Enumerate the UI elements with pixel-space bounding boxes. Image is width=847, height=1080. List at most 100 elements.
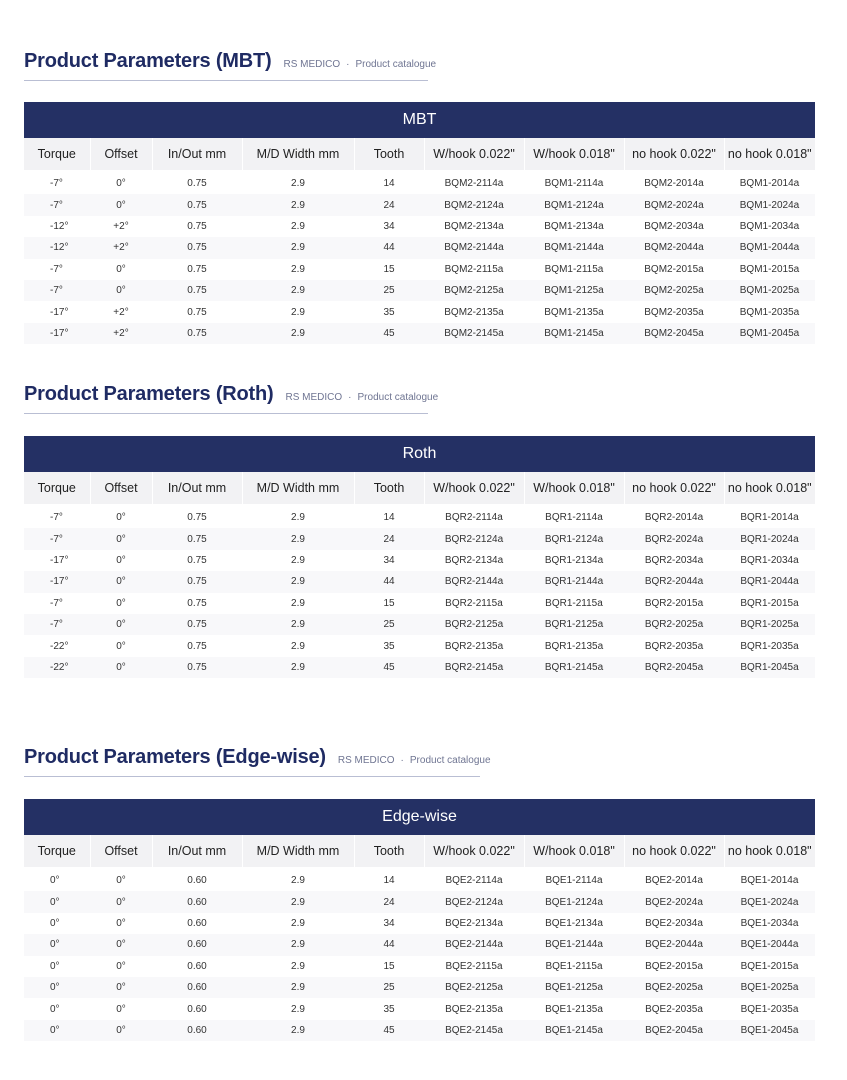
table-cell: BQM1-2035a (739, 306, 800, 318)
table-cell: 44 (354, 237, 424, 259)
table-cell: BQE1-2114a (545, 875, 603, 887)
table-cell: 2.9 (291, 917, 305, 929)
table-cell: BQM1-2015a (739, 263, 800, 275)
table-cell: BQM2-2014a (644, 178, 704, 190)
table-cell: 24 (354, 194, 424, 216)
table-row: 0° 0° 0.60 2.9 34 BQE2-2134a BQE1-2134a BQE2-20… (24, 913, 815, 934)
table-cell: 0° (24, 976, 90, 999)
table-cell: 0° (116, 597, 126, 609)
table-cell: BQM2-2015a (644, 263, 704, 275)
column-header: no hook 0.022" (624, 472, 725, 504)
table-cell: -22° (24, 656, 90, 679)
table-row: -17° +2° 0.75 2.9 45 BQM2-2145a BQM1-2145a BQM2… (24, 322, 815, 345)
brand-name: RS MEDICO (337, 755, 395, 766)
table-cell: -7° (50, 178, 63, 190)
table-cell: 44 (354, 571, 424, 593)
column-header: M/D Width mm (242, 835, 355, 867)
table-cell: BQE2-2014a (645, 875, 703, 887)
table-cell: -17° (24, 571, 90, 593)
table-cell: BQE1-2025a (724, 976, 815, 999)
table-row: -7° 0° 0.75 2.9 25 BQM2-2125a BQM1-2125a BQM2-2… (24, 279, 815, 302)
table-cell: 0.75 (187, 597, 207, 609)
table-cell: BQR1-2125a (524, 613, 624, 636)
table-cell: 0° (24, 1019, 90, 1042)
table-cell: BQR2-2014a (644, 512, 704, 524)
table-cell: 0.75 (187, 512, 207, 524)
table-cell: 0.60 (187, 1003, 207, 1015)
table-cell: 2.9 (291, 640, 305, 652)
table-cell: -12° (24, 237, 90, 259)
table-cell: 0.60 (187, 960, 207, 972)
table-cell: BQR1-2134a (544, 554, 604, 566)
column-header: W/hook 0.022" (424, 472, 525, 504)
table-cell: 2.9 (291, 960, 305, 972)
catalogue-label: Product catalogue (357, 392, 439, 403)
column-header: In/Out mm (152, 138, 243, 170)
table-cell: BQE1-2144a (524, 934, 624, 956)
table-cell: -17° (24, 322, 90, 345)
table-cell: BQM1-2124a (524, 194, 624, 216)
table-cell: 15 (383, 597, 395, 609)
table-cell: 2.9 (242, 571, 354, 593)
section-heading-roth: Product Parameters (Roth) RS MEDICO · Prod… (24, 383, 438, 406)
table-cell: 0.60 (187, 917, 207, 929)
table-header-row: Torque Offset In/Out mm M/D Width mm Tooth W/… (24, 138, 815, 170)
column-header: W/hook 0.018" (524, 835, 625, 867)
table-cell: BQR1-2114a (545, 512, 603, 524)
table-row: 0° 0° 0.60 2.9 24 BQE2-2124a BQE1-2124a BQE2-20… (24, 891, 815, 913)
table-cell: BQE2-2025a (624, 976, 724, 999)
table-cell: 0° (116, 960, 126, 972)
table-header-row: Torque Offset In/Out mm M/D Width mm Tooth W/… (24, 835, 815, 867)
heading-underline (24, 80, 428, 81)
table-cell: BQR2-2115a (445, 597, 503, 609)
catalogue-label: Product catalogue (409, 755, 491, 766)
table-row: -22° 0° 0.75 2.9 35 BQR2-2135a BQR1-2135a BQR2-… (24, 635, 815, 656)
table-cell: 2.9 (291, 554, 305, 566)
table-cell: -7° (50, 597, 63, 609)
table-cell: 0.75 (152, 656, 242, 679)
table-cell: BQE1-2125a (524, 976, 624, 999)
table-cell: BQM2-2125a (424, 279, 524, 302)
table-cell: -7° (50, 512, 63, 524)
table-cell: 0° (90, 194, 152, 216)
table-row: 0° 0° 0.60 2.9 45 BQE2-2145a BQE1-2145a BQE2-20… (24, 1019, 815, 1042)
column-header: Tooth (354, 138, 425, 170)
table-cell: BQR1-2145a (524, 656, 624, 679)
table-cell: 0.60 (152, 1019, 242, 1042)
column-header: Tooth (354, 472, 425, 504)
table-cell: BQR2-2125a (424, 613, 524, 636)
table-cell: BQM2-2024a (624, 194, 724, 216)
column-header: M/D Width mm (242, 472, 355, 504)
table-cell: 45 (354, 1019, 424, 1042)
table-cell: 45 (354, 322, 424, 345)
table-row: 0° 0° 0.60 2.9 44 BQE2-2144a BQE1-2144a BQE2-20… (24, 934, 815, 956)
table-cell: 2.9 (242, 1019, 354, 1042)
column-header: no hook 0.022" (624, 835, 725, 867)
table-cell: 0° (116, 512, 126, 524)
table-cell: BQM1-2135a (544, 306, 604, 318)
table-cell: BQM2-2044a (624, 237, 724, 259)
table-cell: 0.75 (187, 178, 207, 190)
table-cell: 35 (383, 640, 395, 652)
section-heading-mbt: Product Parameters (MBT) RS MEDICO · Produ… (24, 50, 436, 73)
column-header: Offset (90, 138, 153, 170)
table-cell: BQE1-2044a (724, 934, 815, 956)
heading-underline (24, 413, 428, 414)
table-cell: BQR1-2135a (544, 640, 604, 652)
table-row: -17° 0° 0.75 2.9 44 BQR2-2144a BQR1-2144a BQR2-… (24, 571, 815, 593)
product-table-roth: Roth Torque Offset In/Out mm M/D Width mm To… (24, 436, 815, 679)
table-cell: 2.9 (291, 1003, 305, 1015)
table-cell: 25 (354, 976, 424, 999)
table-cell: 0° (116, 917, 126, 929)
table-cell: BQE1-2035a (740, 1003, 799, 1015)
column-header: In/Out mm (152, 835, 243, 867)
table-cell: 0° (116, 263, 126, 275)
table-cell: BQE1-2135a (545, 1003, 603, 1015)
table-cell: 34 (383, 554, 395, 566)
table-cell: BQR2-2045a (624, 656, 724, 679)
table-cell: 0° (90, 279, 152, 302)
table-cell: 2.9 (291, 178, 305, 190)
table-cell: 2.9 (242, 279, 354, 302)
table-banner: Edge-wise (24, 799, 815, 835)
column-header: W/hook 0.022" (424, 138, 525, 170)
